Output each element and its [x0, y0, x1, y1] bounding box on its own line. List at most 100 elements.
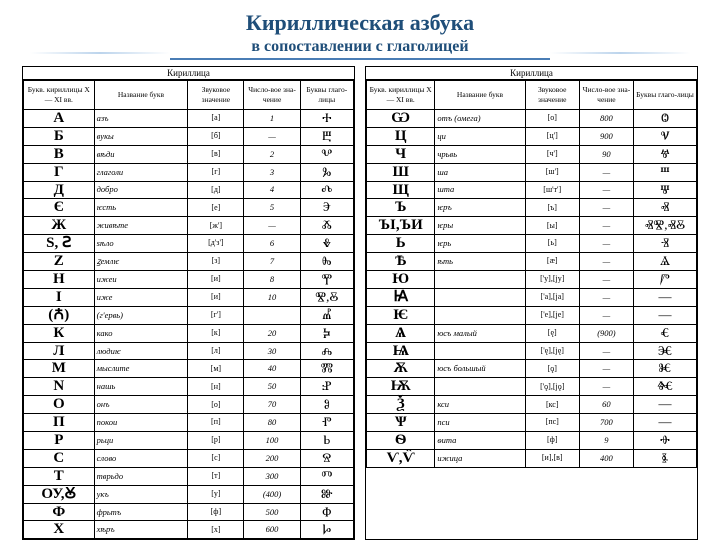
- cell-num: —: [579, 163, 633, 181]
- cell-cyr: Ꙗ: [367, 288, 435, 306]
- cell-snd: [ч']: [525, 145, 579, 163]
- page-title: Кириллическая азбука: [0, 0, 720, 36]
- cell-snd: [у]: [188, 485, 244, 503]
- cell-cyr: Ѫ: [367, 360, 435, 378]
- page-subtitle: в сопоставлении с глаголицей: [170, 38, 550, 60]
- cell-glag: Ⱗ: [634, 342, 697, 360]
- cell-cyr: Ѩ: [367, 342, 435, 360]
- cell-name: [435, 342, 525, 360]
- cell-num: —: [579, 181, 633, 199]
- cell-name: ѥръ: [435, 199, 525, 217]
- cell-name: онъ: [94, 396, 188, 414]
- cell-snd: [а]: [188, 110, 244, 128]
- cell-name: ѣть: [435, 253, 525, 271]
- cell-num: —: [579, 378, 633, 396]
- cell-name: [435, 378, 525, 396]
- cell-cyr: Ф: [24, 503, 95, 521]
- table-row: Ммыслите[м]40Ⰿ: [24, 360, 354, 378]
- cell-snd: [ы]: [525, 217, 579, 235]
- table-row: ЪІ,ЪИѥры[ы]—ⰟⰊ,ⰟⰋ: [367, 217, 697, 235]
- cell-cyr: Б: [24, 127, 95, 145]
- table-row: Ѡотъ (омега)[о]800Ⱉ: [367, 110, 697, 128]
- cell-name: добро: [94, 181, 188, 199]
- cell-name: тврьдо: [94, 467, 188, 485]
- cell-name: ѥрь: [435, 235, 525, 253]
- cell-name: како: [94, 324, 188, 342]
- cell-glag: Ⰲ: [300, 145, 353, 163]
- cell-cyr: Ѣ: [367, 253, 435, 271]
- cell-glag: Ⱘ: [634, 360, 697, 378]
- cell-snd: [ф]: [525, 432, 579, 450]
- column-header: Название букв: [94, 81, 188, 110]
- cell-cyr: Z: [24, 253, 95, 271]
- cell-cyr: Ѵ,Ѷ: [367, 449, 435, 467]
- column-header: Звуковое значение: [188, 81, 244, 110]
- cell-num: 90: [579, 145, 633, 163]
- cell-snd: [ш'т']: [525, 181, 579, 199]
- cell-name: юсъ малый: [435, 324, 525, 342]
- cell-snd: [д'з']: [188, 235, 244, 253]
- cell-glag: Ⱙ: [634, 378, 697, 396]
- cell-glag: Ⰶ: [300, 217, 353, 235]
- cell-glag: Ⱏ: [634, 199, 697, 217]
- right-table: Букв. кириллицы X — XI вв.Название буквЗ…: [366, 80, 697, 468]
- cell-glag: Ⱇ: [300, 503, 353, 521]
- cell-num: 3: [244, 163, 300, 181]
- cell-snd: [и]: [188, 288, 244, 306]
- cell-snd: [с]: [188, 449, 244, 467]
- cell-num: 2: [244, 145, 300, 163]
- table-row: Цци[ц']900Ⱌ: [367, 127, 697, 145]
- table-row: Ѩ['ę],[ję]—Ⱗ: [367, 342, 697, 360]
- cell-snd: [ф]: [188, 503, 244, 521]
- cell-cyr: Т: [24, 467, 95, 485]
- cell-glag: Ⱍ: [634, 145, 697, 163]
- cell-name: ѥсть: [94, 199, 188, 217]
- cell-snd: ['у],[jу]: [525, 271, 579, 289]
- cell-cyr: Р: [24, 432, 95, 450]
- column-header: Число-вое зна-чение: [244, 81, 300, 110]
- table-row: Ѭ['ǫ],[jǫ]—Ⱙ: [367, 378, 697, 396]
- table-row: Ппокои[п]80Ⱂ: [24, 414, 354, 432]
- cell-name: ци: [435, 127, 525, 145]
- cell-name: хѣръ: [94, 521, 188, 539]
- cell-glag: —: [634, 306, 697, 324]
- cell-snd: [ь]: [525, 235, 579, 253]
- cell-cyr: Щ: [367, 181, 435, 199]
- cell-snd: [о]: [188, 396, 244, 414]
- cell-snd: [о]: [525, 110, 579, 128]
- cell-num: 6: [244, 235, 300, 253]
- cell-glag: Ⱃ: [300, 432, 353, 450]
- cell-num: 600: [244, 521, 300, 539]
- cell-num: 10: [244, 288, 300, 306]
- cell-snd: [ę]: [525, 324, 579, 342]
- cell-cyr: Ѥ: [367, 306, 435, 324]
- cell-snd: [д]: [188, 181, 244, 199]
- cell-cyr: Є: [24, 199, 95, 217]
- cell-glag: Ⰵ: [300, 199, 353, 217]
- cell-num: (400): [244, 485, 300, 503]
- cell-snd: [х]: [188, 521, 244, 539]
- table-row: Ѳѳита[ф]9Ⱚ: [367, 432, 697, 450]
- table-row: Бвукы[б]—Ⰱ: [24, 127, 354, 145]
- cell-cyr: Ъ: [367, 199, 435, 217]
- cell-cyr: Ѡ: [367, 110, 435, 128]
- cell-num: 300: [244, 467, 300, 485]
- cell-glag: Ⰱ: [300, 127, 353, 145]
- cell-name: нашь: [94, 378, 188, 396]
- cell-name: вукы: [94, 127, 188, 145]
- cell-glag: —: [634, 414, 697, 432]
- cell-glag: Ⰹ: [300, 271, 353, 289]
- cell-name: иже: [94, 288, 188, 306]
- column-header: Звуковое значение: [525, 81, 579, 110]
- cell-glag: Ⱌ: [634, 127, 697, 145]
- table-row: Ѧюсъ малый[ę](900)Ⱔ: [367, 324, 697, 342]
- table-row: Ввѣди[в]2Ⰲ: [24, 145, 354, 163]
- cell-num: —: [579, 235, 633, 253]
- table-row: Ьѥрь[ь]—Ⱐ: [367, 235, 697, 253]
- cell-glag: Ⰿ: [300, 360, 353, 378]
- cell-num: —: [579, 271, 633, 289]
- cell-glag: Ⱑ: [634, 253, 697, 271]
- cell-glag: Ⱋ: [634, 181, 697, 199]
- table-row: Щшта[ш'т']—Ⱋ: [367, 181, 697, 199]
- cell-cyr: N: [24, 378, 95, 396]
